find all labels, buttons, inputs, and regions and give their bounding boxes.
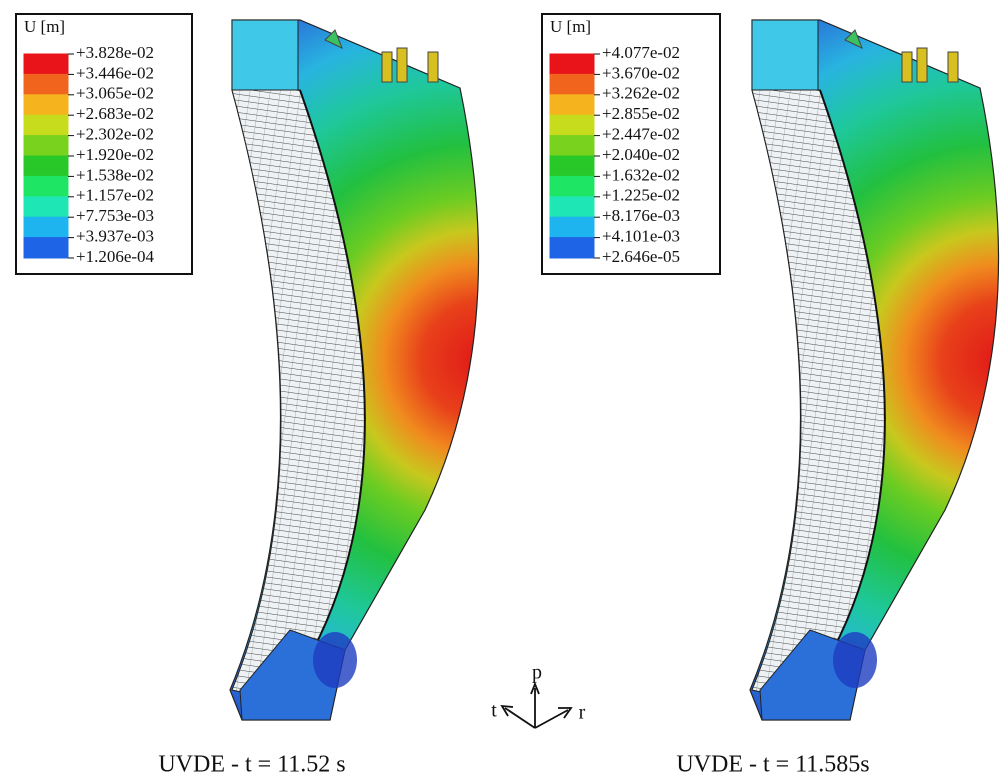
legend-swatch (23, 135, 69, 157)
triad-label: p (532, 662, 542, 684)
legend-label: +1.538e-02 (76, 165, 154, 184)
legend-swatch (549, 237, 595, 259)
legend-label: +1.157e-02 (76, 186, 154, 205)
legend-swatch (549, 216, 595, 239)
legend-swatch (23, 175, 69, 198)
legend-swatch (549, 114, 595, 137)
legend-swatch (23, 53, 69, 75)
legend-swatch (549, 155, 595, 177)
legend-label: +2.683e-02 (76, 104, 154, 123)
legend-swatch (549, 94, 595, 116)
legend-swatch (23, 73, 69, 96)
legend-label: +2.447e-02 (602, 125, 680, 144)
legend-label: +2.040e-02 (602, 145, 680, 164)
right-beam (749, 19, 1000, 721)
legend-label: +1.632e-02 (602, 165, 680, 184)
legend-label: +3.262e-02 (602, 84, 680, 103)
legend-swatch (549, 53, 595, 75)
legend-swatch (549, 73, 595, 96)
legend-label: +2.855e-02 (602, 104, 680, 123)
legend-swatch (549, 135, 595, 157)
legend-label: +1.225e-02 (602, 186, 680, 205)
legend-swatch (23, 237, 69, 259)
legend-label: +1.206e-04 (76, 247, 155, 266)
legend-label: +2.646e-05 (602, 247, 680, 266)
caption: UVDE - t = 11.585s (676, 752, 869, 778)
caption: UVDE - t = 11.52 s (158, 752, 345, 778)
legend-label: +7.753e-03 (76, 206, 154, 225)
triad-label: r (579, 702, 586, 724)
legend-label: +3.065e-02 (76, 84, 154, 103)
legend-swatch (549, 196, 595, 218)
legend-swatch (549, 175, 595, 198)
legend-label: +2.302e-02 (76, 125, 154, 144)
legend-title: U [m] (24, 17, 65, 36)
legend-swatch (23, 114, 69, 137)
triad-label: t (491, 700, 497, 722)
legend-label: +1.920e-02 (76, 145, 154, 164)
legend-label: +3.937e-03 (76, 227, 154, 246)
legend-label: +3.670e-02 (602, 63, 680, 82)
legend-label: +4.101e-03 (602, 227, 680, 246)
legend-swatch (23, 196, 69, 218)
left-beam (229, 19, 480, 721)
legend-label: +3.446e-02 (76, 63, 154, 82)
legend-swatch (23, 94, 69, 116)
legend-swatch (23, 155, 69, 177)
legend-label: +8.176e-03 (602, 206, 680, 225)
legend-label: +3.828e-02 (76, 43, 154, 62)
axis-triad (500, 681, 573, 729)
legend-title: U [m] (550, 17, 591, 36)
legend-swatch (23, 216, 69, 239)
legend-label: +4.077e-02 (602, 43, 680, 62)
